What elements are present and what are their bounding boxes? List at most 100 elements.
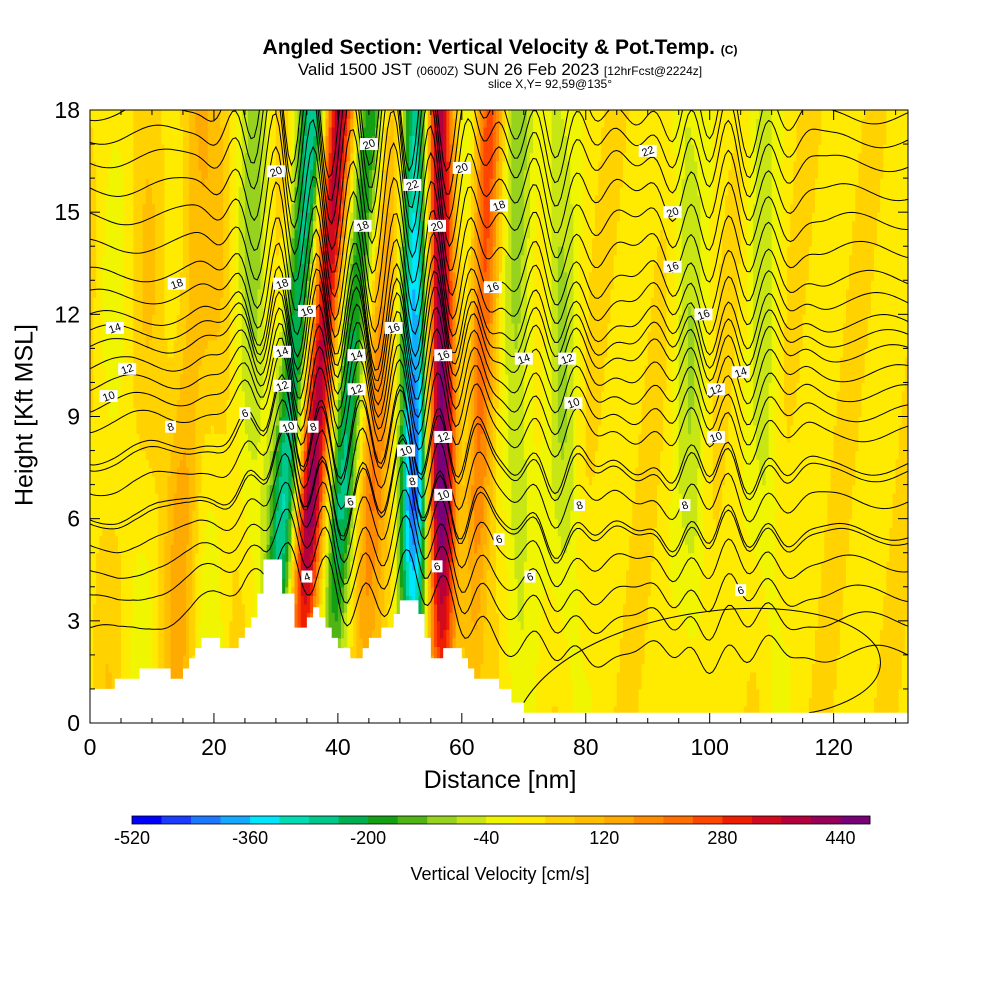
field-cell — [297, 620, 302, 630]
field-cell — [151, 195, 156, 205]
field-cell — [105, 237, 110, 247]
field-cell — [275, 510, 280, 520]
field-cell — [269, 135, 274, 145]
field-cell — [201, 314, 206, 324]
field-cell — [114, 271, 119, 281]
field-cell — [220, 110, 224, 120]
field-cell — [229, 484, 234, 494]
field-cell — [294, 493, 299, 503]
field-cell — [90, 612, 94, 622]
field-cell — [272, 407, 277, 418]
field-cell — [232, 271, 237, 281]
field-cell — [170, 561, 175, 571]
field-cell — [207, 297, 212, 307]
field-cell — [133, 152, 138, 162]
field-cell — [288, 407, 292, 418]
field-cell — [90, 161, 94, 171]
field-cell — [93, 433, 97, 443]
field-cell — [192, 152, 196, 162]
field-cell — [133, 356, 138, 367]
field-cell — [105, 620, 110, 630]
field-cell — [127, 161, 131, 171]
field-cell — [235, 237, 240, 247]
field-cell — [232, 144, 237, 154]
field-cell — [263, 110, 268, 120]
field-cell — [108, 331, 113, 341]
field-cell — [111, 195, 116, 205]
field-cell — [238, 110, 243, 120]
field-cell — [127, 203, 131, 213]
field-cell — [288, 246, 292, 256]
field-cell — [213, 373, 218, 384]
field-cell — [102, 382, 107, 392]
field-cell — [111, 339, 116, 349]
field-cell — [120, 186, 125, 196]
field-cell — [142, 501, 147, 511]
field-cell — [114, 254, 119, 264]
field-cell — [189, 484, 193, 494]
field-cell — [105, 425, 110, 435]
field-cell — [176, 646, 181, 656]
field-cell — [155, 612, 159, 622]
field-cell — [201, 110, 206, 120]
field-cell — [148, 314, 153, 324]
field-cell — [142, 569, 147, 579]
field-cell — [176, 663, 181, 673]
field-cell — [254, 578, 258, 588]
field-cell — [217, 527, 221, 537]
field-cell — [186, 110, 190, 120]
field-cell — [145, 254, 150, 264]
field-cell — [148, 288, 153, 298]
field-cell — [139, 203, 144, 213]
field-cell — [204, 569, 209, 579]
field-cell — [139, 169, 144, 179]
field-cell — [105, 161, 110, 171]
field-cell — [158, 169, 162, 179]
field-cell — [127, 186, 131, 196]
field-cell — [223, 348, 227, 358]
field-cell — [96, 246, 100, 256]
field-cell — [244, 586, 249, 596]
field-cell — [179, 246, 184, 256]
field-cell — [213, 484, 218, 494]
field-cell — [96, 365, 100, 375]
field-cell — [217, 144, 221, 154]
field-cell — [90, 603, 94, 613]
field-cell — [133, 637, 138, 647]
field-cell — [142, 603, 147, 613]
field-cell — [182, 501, 187, 511]
field-cell — [244, 603, 249, 613]
field-cell — [210, 246, 215, 256]
field-cell — [176, 425, 181, 435]
field-cell — [192, 407, 196, 418]
field-cell — [297, 586, 302, 596]
field-cell — [151, 178, 156, 188]
field-cell — [263, 331, 268, 341]
field-cell — [93, 586, 97, 596]
field-cell — [182, 254, 187, 264]
field-cell — [105, 118, 110, 128]
field-cell — [136, 271, 141, 281]
field-cell — [210, 220, 215, 230]
field-cell — [111, 501, 116, 511]
field-cell — [251, 595, 255, 605]
field-cell — [170, 339, 175, 349]
field-cell — [244, 237, 249, 247]
field-cell — [294, 501, 299, 511]
field-cell — [102, 161, 107, 171]
field-cell — [257, 212, 262, 222]
field-cell — [139, 237, 144, 247]
field-cell — [161, 586, 165, 596]
field-cell — [232, 450, 237, 460]
field-cell — [198, 552, 203, 562]
field-cell — [158, 297, 162, 307]
field-cell — [254, 425, 258, 435]
field-cell — [102, 229, 107, 239]
field-cell — [117, 578, 122, 588]
field-cell — [226, 220, 231, 230]
field-cell — [275, 450, 280, 460]
field-cell — [148, 399, 153, 409]
field-cell — [111, 314, 116, 324]
field-cell — [294, 288, 299, 298]
field-cell — [102, 654, 107, 664]
